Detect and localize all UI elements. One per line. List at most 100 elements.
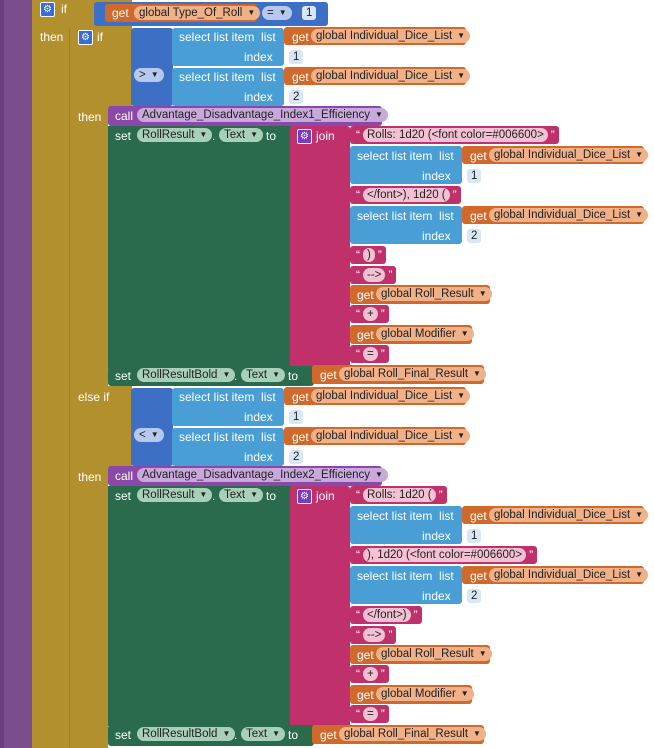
text-value[interactable]: Rolls: 1d20 (<font color=#006600> — [363, 128, 548, 142]
type-of-roll-dropdown[interactable]: global Type_Of_Roll ▼ — [134, 6, 261, 20]
number-2-block[interactable]: 2 — [289, 90, 304, 104]
dot-label: . — [234, 728, 238, 742]
text-string-block[interactable]: “Rolls: 1d20 (<font color=#006600>” — [350, 126, 559, 144]
select-list-item-block[interactable] — [172, 28, 284, 66]
compare-lt-block[interactable] — [131, 388, 173, 466]
text-string-block[interactable]: “)” — [350, 246, 386, 264]
text-string-block[interactable]: “-->” — [350, 626, 397, 644]
set-component-block[interactable] — [108, 126, 292, 366]
text-value[interactable]: Rolls: 1d20 ( — [363, 488, 436, 502]
index-label: index — [422, 529, 451, 543]
number-1-block[interactable]: 1 — [302, 6, 317, 20]
equals-dropdown[interactable]: = ▼ — [262, 6, 292, 20]
dice-list-dropdown[interactable]: global Individual_Dice_List ▼ — [311, 69, 471, 83]
text-value[interactable]: ) — [363, 248, 375, 262]
number-1-block[interactable]: 1 — [467, 169, 482, 183]
number-1-block[interactable]: 1 — [289, 50, 304, 64]
else-if-header[interactable] — [70, 386, 132, 468]
join-block[interactable] — [290, 486, 350, 728]
equals-text: = — [267, 7, 274, 19]
select-label: select list item list — [179, 30, 276, 44]
lt-dropdown[interactable]: < ▼ — [134, 428, 164, 442]
component-dropdown[interactable]: RollResultBold ▼ — [137, 368, 236, 382]
property-dropdown[interactable]: Text ▼ — [241, 368, 286, 382]
number-2-block[interactable]: 2 — [289, 450, 304, 464]
number-1-block[interactable]: 1 — [289, 410, 304, 424]
number-2-block[interactable]: 2 — [467, 229, 482, 243]
roll-result-text: global Roll_Result — [381, 648, 474, 660]
join-mutator-gear-icon[interactable]: ⚙ — [297, 489, 312, 504]
text-value[interactable]: --> — [363, 628, 386, 642]
join-mutator-gear-icon[interactable]: ⚙ — [297, 129, 312, 144]
property-dropdown[interactable]: Text ▼ — [241, 727, 286, 741]
text-value[interactable]: ), 1d20 (<font color=#006600> — [363, 548, 527, 562]
roll-result-dropdown[interactable]: global Roll_Result ▼ — [376, 287, 492, 301]
dice-list-dropdown[interactable]: global Individual_Dice_List ▼ — [311, 29, 471, 43]
dice-list-dropdown[interactable]: global Individual_Dice_List ▼ — [489, 148, 649, 162]
to-label: to — [288, 728, 299, 742]
select-list-item-block[interactable] — [172, 428, 284, 466]
procedure-dropdown[interactable]: Advantage_Disadvantage_Index2_Efficiency… — [137, 468, 388, 482]
index-label: index — [422, 169, 451, 183]
text-value[interactable]: --> — [363, 268, 386, 282]
then-label: then — [40, 30, 64, 44]
text-value[interactable]: + — [363, 667, 378, 681]
dice-list-dropdown[interactable]: global Individual_Dice_List ▼ — [311, 389, 471, 403]
roll-result-dropdown[interactable]: global Roll_Result ▼ — [376, 647, 492, 661]
number-1-block[interactable]: 1 — [467, 529, 482, 543]
dice-list-dropdown[interactable]: global Individual_Dice_List ▼ — [489, 208, 649, 222]
text-string-block[interactable]: “</font>), 1d20 (” — [350, 186, 461, 204]
text-value[interactable]: </font>), 1d20 ( — [363, 188, 450, 202]
component-dropdown[interactable]: RollResult ▼ — [137, 128, 213, 142]
property-dropdown[interactable]: Text ▼ — [219, 488, 264, 502]
text-string-block[interactable]: “), 1d20 (<font color=#006600>” — [350, 546, 538, 564]
procedure-dropdown[interactable]: Advantage_Disadvantage_Index1_Efficiency… — [137, 108, 388, 122]
text-value[interactable]: = — [363, 347, 378, 361]
text-string-block[interactable]: “</font>)” — [350, 606, 422, 624]
inner-mutator-gear-icon[interactable]: ⚙ — [78, 30, 93, 45]
dice-list-text: global Individual_Dice_List — [316, 70, 453, 82]
property-dropdown[interactable]: Text ▼ — [219, 128, 264, 142]
select-list-item-block[interactable] — [350, 146, 462, 184]
final-result-dropdown[interactable]: global Roll_Final_Result ▼ — [339, 367, 486, 381]
join-label: join — [316, 489, 335, 503]
gt-dropdown[interactable]: > ▼ — [134, 68, 164, 82]
text-value[interactable]: + — [363, 307, 378, 321]
select-list-item-block[interactable] — [350, 506, 462, 544]
mutator-gear-icon[interactable]: ⚙ — [40, 2, 55, 17]
modifier-text: global Modifier — [381, 328, 456, 340]
final-result-dropdown[interactable]: global Roll_Final_Result ▼ — [339, 727, 486, 741]
text-value[interactable]: </font>) — [363, 608, 411, 622]
join-block[interactable] — [290, 126, 350, 368]
modifier-dropdown[interactable]: global Modifier ▼ — [376, 687, 474, 701]
modifier-dropdown[interactable]: global Modifier ▼ — [376, 327, 474, 341]
text-string-block[interactable]: “+” — [350, 665, 389, 683]
select-list-item-block[interactable] — [172, 388, 284, 426]
index-label: index — [244, 90, 273, 104]
set-component-block[interactable] — [108, 486, 292, 726]
select-label: select list item list — [357, 209, 454, 223]
dice-list-dropdown[interactable]: global Individual_Dice_List ▼ — [311, 429, 471, 443]
gt-text: > — [139, 69, 146, 81]
select-list-item-block[interactable] — [350, 566, 462, 604]
get-label: get — [292, 430, 309, 444]
text-value[interactable]: = — [363, 707, 378, 721]
dice-list-dropdown[interactable]: global Individual_Dice_List ▼ — [489, 508, 649, 522]
number-2-block[interactable]: 2 — [467, 589, 482, 603]
text-string-block[interactable]: “-->” — [350, 266, 397, 284]
select-list-item-block[interactable] — [350, 206, 462, 244]
select-list-item-block[interactable] — [172, 68, 284, 106]
component-text: RollResult — [142, 489, 195, 501]
text-string-block[interactable]: “=” — [350, 705, 389, 723]
dice-list-text: global Individual_Dice_List — [316, 430, 453, 442]
property-text: Text — [224, 489, 246, 501]
dice-list-dropdown[interactable]: global Individual_Dice_List ▼ — [489, 568, 649, 582]
compare-gt-block[interactable] — [131, 28, 173, 106]
if-then-column[interactable] — [32, 26, 70, 748]
component-dropdown[interactable]: RollResultBold ▼ — [137, 727, 236, 741]
text-string-block[interactable]: “=” — [350, 345, 389, 363]
get-label: get — [470, 569, 487, 583]
component-dropdown[interactable]: RollResult ▼ — [137, 488, 213, 502]
text-string-block[interactable]: “+” — [350, 305, 389, 323]
text-string-block[interactable]: “Rolls: 1d20 (” — [350, 486, 447, 504]
